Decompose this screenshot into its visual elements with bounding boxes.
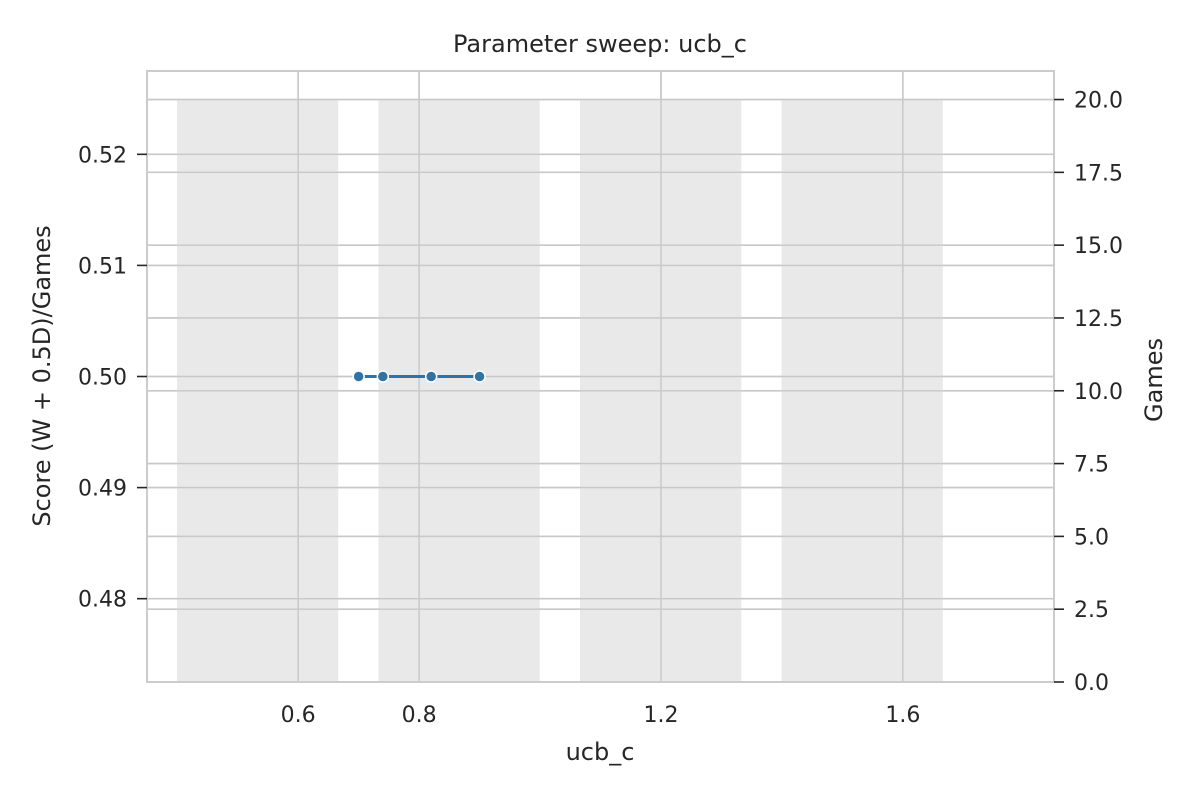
right-tick-label: 17.5 — [1074, 161, 1123, 186]
score-point — [424, 370, 438, 383]
left-tick-label: 0.49 — [78, 477, 127, 502]
right-tick-label: 12.5 — [1074, 307, 1123, 332]
x-axis-label: ucb_c — [566, 738, 635, 766]
left-y-axis-label: Score (W + 0.5D)/Games — [28, 225, 56, 526]
left-tick-label: 0.52 — [78, 143, 127, 168]
right-tick-label: 2.5 — [1074, 598, 1109, 623]
right-tick-label: 15.0 — [1074, 234, 1123, 259]
x-tick-label: 1.6 — [885, 703, 920, 728]
score-point — [376, 370, 390, 383]
right-y-axis-label: Games — [1140, 338, 1168, 422]
right-tick-label: 5.0 — [1074, 525, 1109, 550]
x-tick-label: 0.6 — [281, 703, 316, 728]
right-tick-label: 10.0 — [1074, 380, 1123, 405]
bars — [147, 71, 1054, 683]
right-tick-label: 7.5 — [1074, 453, 1109, 478]
x-tick-label: 1.2 — [643, 703, 678, 728]
right-tick-label: 0.0 — [1074, 671, 1109, 696]
x-axis: 0.6 0.8 1.2 1.6 — [281, 703, 921, 728]
score-point — [473, 370, 486, 383]
left-tick-label: 0.50 — [78, 366, 127, 391]
x-tick-label: 0.8 — [402, 703, 437, 728]
right-y-axis: 0.0 2.5 5.0 7.5 10.0 12.5 15.0 17.5 20.0 — [1054, 89, 1123, 696]
right-tick-label: 20.0 — [1074, 89, 1123, 114]
left-tick-label: 0.48 — [78, 588, 127, 613]
left-tick-label: 0.51 — [78, 254, 127, 279]
score-line — [352, 370, 486, 383]
left-y-axis: 0.48 0.49 0.50 0.51 0.52 — [78, 143, 147, 613]
chart-title: Parameter sweep: ucb_c — [453, 30, 747, 58]
score-point — [352, 370, 365, 383]
